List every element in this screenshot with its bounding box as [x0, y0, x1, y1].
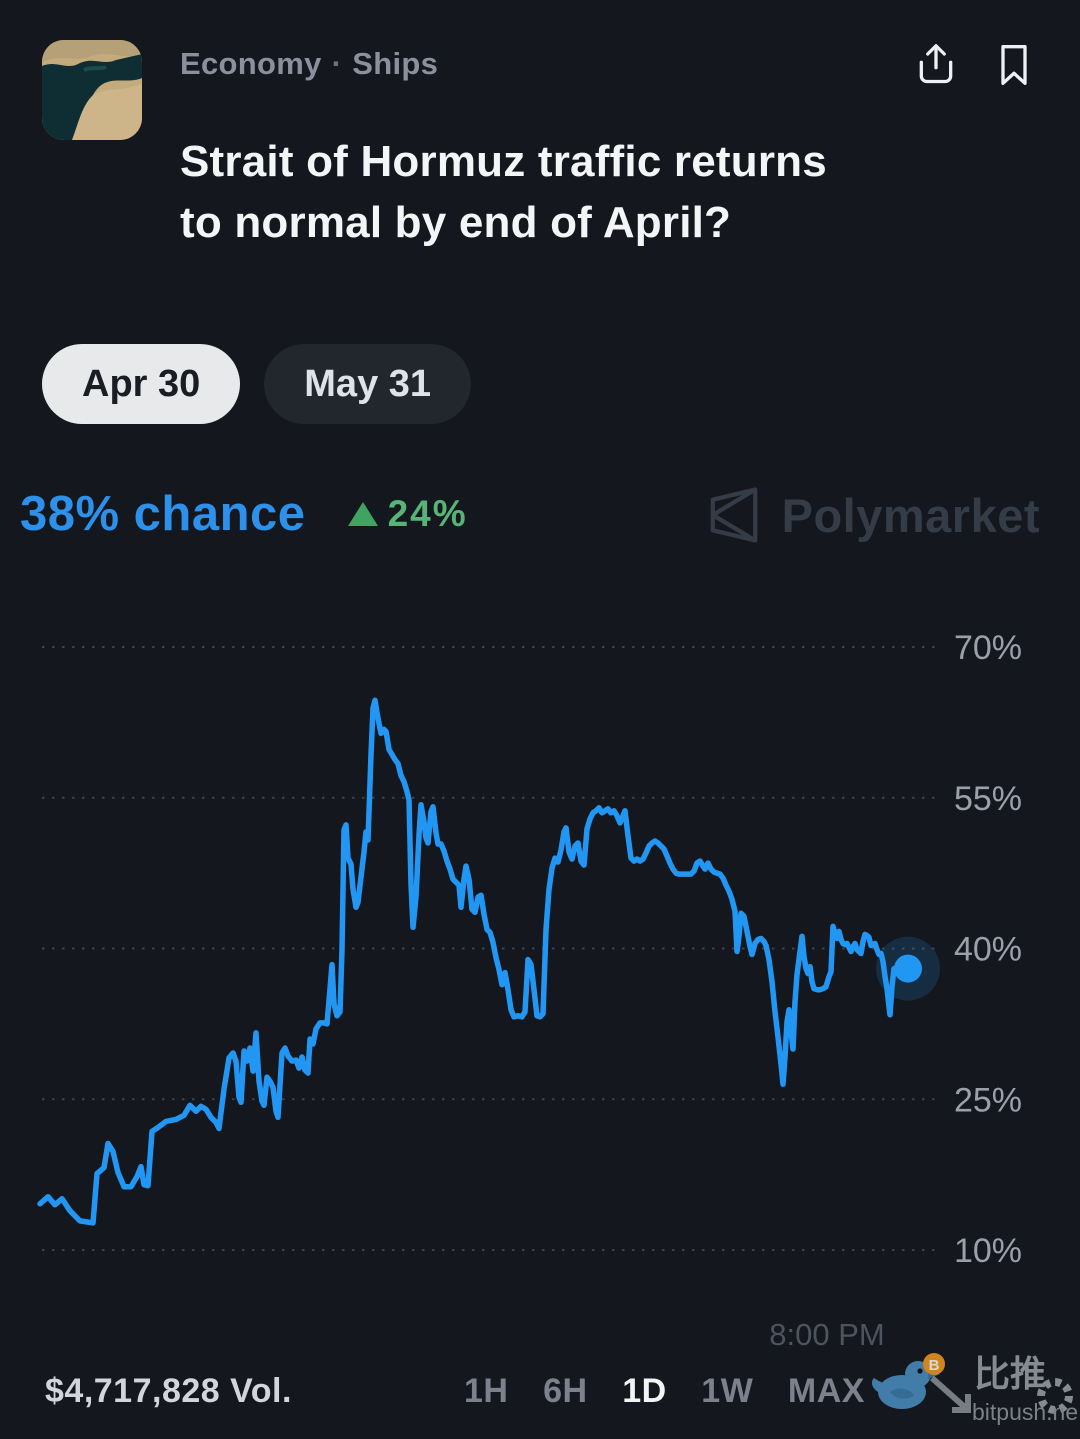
volume-label: $4,717,828 Vol. [45, 1372, 292, 1410]
gear-icon [1037, 1378, 1073, 1414]
current-point-dot [894, 954, 922, 983]
svg-text:B: B [929, 1357, 940, 1374]
breadcrumb-subcategory[interactable]: Ships [352, 46, 439, 81]
probability-line-chart[interactable]: 70% 55% 40% 25% 10% 8:00 PM [0, 580, 1080, 1370]
y-tick-label-25: 25% [954, 1081, 1022, 1119]
delta-value: 24% [387, 493, 468, 534]
timeframe-selector: 1H 6H 1D 1W MAX [462, 1368, 867, 1415]
outcome-pills: Apr 30 May 31 [42, 344, 472, 424]
x-tick-label: 8:00 PM [769, 1317, 884, 1352]
bitpush-domain-text: bitpush.news [972, 1399, 1077, 1425]
timeframe-6h[interactable]: 6H [541, 1368, 589, 1415]
breadcrumb-category[interactable]: Economy [180, 46, 322, 81]
timeframe-1d[interactable]: 1D [620, 1368, 668, 1415]
polymarket-logo-text: Polymarket [781, 488, 1040, 542]
satellite-image-graphic [42, 40, 142, 140]
market-title: Strait of Hormuz traffic returns to norm… [180, 137, 827, 248]
bird-icon [872, 1361, 940, 1409]
bookmark-icon[interactable] [992, 42, 1036, 88]
timeframe-max[interactable]: MAX [786, 1368, 867, 1415]
chance-delta: 24% [347, 493, 468, 535]
bitpush-news-watermark: B 比推 bitpush.news [872, 1353, 1077, 1425]
triangle-up-icon [347, 502, 378, 526]
polymarket-watermark: Polymarket [706, 482, 1040, 548]
timeframe-1h[interactable]: 1H [462, 1368, 510, 1415]
y-tick-label-40: 40% [954, 931, 1022, 969]
timeframe-1w[interactable]: 1W [699, 1368, 755, 1415]
breadcrumb: Economy · Ships [180, 46, 438, 82]
market-thumbnail-strait-satellite-image [42, 40, 142, 140]
chance-value: 38% chance [20, 487, 306, 541]
bitcoin-coin-icon: B [923, 1353, 945, 1375]
polymarket-logo-icon [710, 487, 757, 543]
breadcrumb-separator: · [331, 46, 343, 81]
bitpush-cn-text: 比推 [974, 1354, 1046, 1395]
trend-arrow-icon [930, 1375, 971, 1413]
share-icon[interactable] [914, 42, 958, 88]
y-tick-label-55: 55% [954, 780, 1022, 818]
outcome-pill-may31[interactable]: May 31 [264, 344, 472, 424]
y-tick-label-70: 70% [954, 629, 1022, 667]
outcome-pill-apr30[interactable]: Apr 30 [42, 344, 241, 424]
probability-line [37, 697, 908, 1226]
y-tick-label-10: 10% [954, 1232, 1022, 1270]
